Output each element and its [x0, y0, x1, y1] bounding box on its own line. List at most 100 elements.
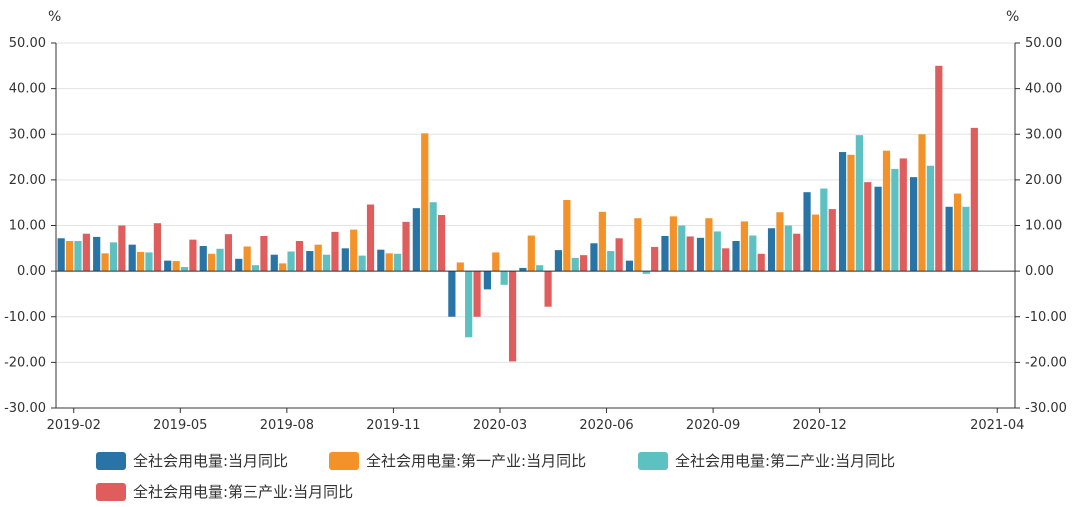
bar[interactable]: [465, 271, 473, 338]
bar[interactable]: [554, 250, 563, 272]
bar[interactable]: [864, 182, 872, 272]
bar[interactable]: [456, 262, 464, 272]
bar[interactable]: [519, 267, 527, 272]
bar[interactable]: [101, 253, 109, 272]
bar[interactable]: [65, 241, 74, 272]
bar[interactable]: [306, 251, 314, 272]
bar[interactable]: [571, 257, 579, 272]
bar[interactable]: [189, 239, 197, 272]
bar[interactable]: [270, 254, 278, 272]
bar[interactable]: [705, 218, 713, 272]
bar[interactable]: [536, 265, 544, 272]
bar[interactable]: [153, 223, 161, 272]
bar[interactable]: [473, 271, 481, 317]
bar[interactable]: [136, 251, 145, 272]
bar[interactable]: [882, 150, 891, 272]
bar[interactable]: [757, 253, 765, 272]
bar[interactable]: [634, 218, 642, 272]
bar[interactable]: [651, 246, 659, 272]
bar[interactable]: [243, 246, 251, 272]
bar[interactable]: [590, 243, 598, 272]
bar[interactable]: [811, 214, 820, 272]
bar[interactable]: [615, 238, 623, 272]
bar[interactable]: [776, 212, 784, 272]
bar[interactable]: [385, 253, 393, 272]
bar[interactable]: [216, 248, 224, 272]
bar[interactable]: [164, 260, 172, 272]
bar[interactable]: [508, 271, 517, 362]
bar[interactable]: [172, 261, 180, 272]
bar[interactable]: [838, 152, 847, 272]
bar[interactable]: [910, 177, 918, 272]
bar[interactable]: [732, 241, 740, 272]
bar[interactable]: [82, 233, 90, 272]
bar[interactable]: [448, 271, 456, 317]
bar[interactable]: [678, 225, 686, 272]
bar[interactable]: [287, 251, 295, 272]
bar[interactable]: [180, 267, 189, 272]
bar[interactable]: [421, 133, 429, 272]
bar[interactable]: [669, 216, 677, 272]
bar[interactable]: [527, 235, 535, 272]
bar[interactable]: [820, 188, 828, 272]
legend-item[interactable]: 全社会用电量:第一产业:当月同比: [329, 452, 586, 470]
bar[interactable]: [331, 231, 339, 272]
legend[interactable]: 全社会用电量:当月同比 全社会用电量:第一产业:当月同比 全社会用电量:第二产业:当…: [96, 452, 895, 501]
bar[interactable]: [749, 235, 757, 272]
bar[interactable]: [625, 260, 634, 272]
bar[interactable]: [642, 271, 650, 274]
bar[interactable]: [341, 248, 349, 272]
bar[interactable]: [899, 158, 907, 272]
bar[interactable]: [366, 204, 375, 272]
bar[interactable]: [793, 233, 801, 272]
bar[interactable]: [945, 206, 953, 272]
bar[interactable]: [926, 165, 935, 272]
bar[interactable]: [128, 244, 136, 272]
bar[interactable]: [847, 154, 855, 272]
bar[interactable]: [118, 225, 126, 272]
bar[interactable]: [251, 265, 260, 272]
bar[interactable]: [358, 255, 366, 272]
bar[interactable]: [874, 186, 882, 272]
bar[interactable]: [483, 271, 491, 290]
bar[interactable]: [722, 248, 730, 272]
bar[interactable]: [314, 244, 322, 272]
bar[interactable]: [350, 229, 358, 272]
bar[interactable]: [828, 209, 836, 272]
bar[interactable]: [784, 225, 792, 272]
bar[interactable]: [93, 236, 101, 272]
bar[interactable]: [492, 252, 500, 272]
legend-item[interactable]: 全社会用电量:当月同比: [96, 452, 288, 470]
bar[interactable]: [544, 271, 552, 307]
bar[interactable]: [918, 134, 926, 272]
bar[interactable]: [803, 192, 811, 272]
bar[interactable]: [563, 199, 571, 272]
bar[interactable]: [437, 215, 446, 272]
bar[interactable]: [394, 253, 402, 272]
bar[interactable]: [713, 231, 721, 272]
bar[interactable]: [260, 235, 268, 272]
legend-item[interactable]: 全社会用电量:第二产业:当月同比: [638, 452, 895, 470]
bar[interactable]: [953, 193, 962, 272]
bar[interactable]: [224, 234, 233, 272]
bar[interactable]: [740, 221, 749, 272]
bar[interactable]: [235, 258, 243, 272]
bar[interactable]: [686, 236, 694, 272]
bar[interactable]: [598, 211, 606, 272]
bar[interactable]: [429, 202, 437, 272]
bar[interactable]: [199, 246, 207, 272]
bar[interactable]: [891, 168, 899, 272]
bar[interactable]: [767, 228, 776, 272]
bar[interactable]: [580, 255, 588, 272]
bar[interactable]: [607, 251, 615, 272]
bar[interactable]: [962, 206, 970, 272]
bar[interactable]: [500, 271, 508, 285]
bar[interactable]: [57, 238, 65, 272]
bar[interactable]: [402, 221, 410, 272]
bar[interactable]: [322, 254, 331, 272]
bar[interactable]: [145, 252, 153, 272]
bar[interactable]: [412, 208, 420, 272]
bar[interactable]: [377, 249, 385, 272]
legend-item[interactable]: 全社会用电量:第三产业:当月同比: [96, 483, 353, 501]
bar[interactable]: [970, 127, 978, 272]
